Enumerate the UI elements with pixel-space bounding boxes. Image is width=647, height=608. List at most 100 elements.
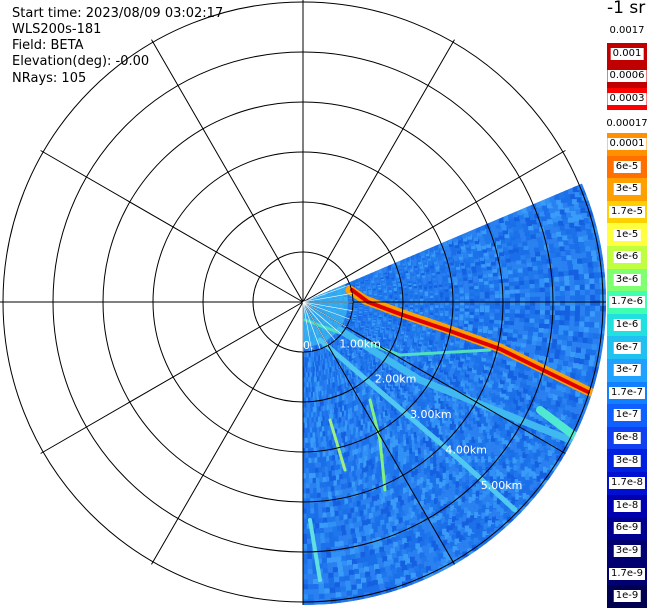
noise-cell — [496, 469, 503, 476]
noise-cell — [553, 323, 560, 330]
noise-cell — [406, 443, 411, 450]
noise-cell — [323, 456, 328, 463]
noise-cell — [463, 514, 470, 521]
noise-cell — [521, 391, 527, 398]
noise-cell — [529, 316, 535, 323]
noise-cell — [469, 373, 474, 380]
noise-cell — [458, 436, 464, 443]
noise-cell — [438, 513, 445, 520]
noise-cell — [464, 436, 471, 443]
noise-cell — [453, 509, 460, 516]
noise-cell — [421, 458, 426, 465]
noise-cell — [419, 529, 426, 536]
noise-cell — [365, 386, 369, 393]
noise-cell — [330, 465, 336, 472]
noise-cell — [480, 519, 487, 526]
noise-cell — [453, 427, 459, 434]
noise-cell — [382, 464, 388, 471]
noise-cell — [348, 445, 352, 452]
noise-cell — [391, 553, 399, 560]
noise-cell — [320, 532, 326, 539]
noise-cell — [369, 431, 374, 438]
noise-cell — [303, 543, 309, 550]
noise-cell — [423, 561, 431, 568]
noise-cell — [335, 490, 340, 497]
noise-cell — [521, 337, 528, 344]
noise-cell — [385, 565, 392, 572]
noise-cell — [388, 559, 395, 566]
noise-cell — [429, 547, 436, 554]
noise-cell — [484, 292, 490, 299]
noise-cell — [371, 575, 378, 582]
noise-cell — [330, 480, 335, 487]
noise-cell — [479, 487, 486, 494]
noise-cell — [312, 573, 320, 580]
noise-cell — [373, 411, 378, 418]
noise-cell — [366, 576, 373, 583]
noise-cell — [418, 507, 425, 514]
noise-cell — [420, 445, 426, 452]
noise-cell — [499, 378, 505, 385]
noise-cell — [337, 464, 342, 471]
noise-cell — [342, 399, 346, 406]
noise-cell — [434, 515, 441, 522]
noise-cell — [361, 556, 368, 563]
noise-cell — [483, 320, 489, 327]
noise-cell — [461, 496, 468, 503]
noise-cell — [349, 574, 356, 581]
noise-cell — [549, 457, 556, 464]
noise-cell — [569, 314, 576, 321]
noise-cell — [357, 490, 363, 497]
noise-cell — [357, 431, 362, 438]
noise-cell — [358, 458, 363, 465]
noise-cell — [463, 317, 469, 324]
noise-cell — [400, 403, 405, 410]
noise-cell — [402, 414, 407, 421]
noise-cell — [566, 399, 574, 406]
noise-cell — [569, 289, 577, 296]
noise-cell — [336, 433, 340, 440]
noise-cell — [375, 404, 379, 411]
noise-cell — [479, 417, 485, 424]
noise-cell — [474, 433, 480, 440]
noise-cell — [397, 449, 403, 456]
noise-cell — [430, 563, 438, 570]
noise-cell — [461, 388, 467, 395]
noise-cell — [540, 304, 546, 311]
noise-cell — [406, 450, 411, 457]
noise-cell — [334, 380, 338, 387]
noise-cell — [471, 508, 478, 515]
noise-cell — [482, 327, 488, 334]
noise-cell — [548, 392, 555, 399]
noise-cell — [399, 410, 404, 417]
noise-cell — [433, 419, 439, 426]
noise-cell — [530, 295, 536, 302]
noise-cell — [492, 370, 497, 377]
noise-cell — [569, 319, 576, 326]
noise-cell — [406, 456, 411, 463]
noise-cell — [321, 497, 326, 504]
noise-cell — [389, 442, 395, 449]
noise-cell — [590, 349, 598, 356]
noise-cell — [474, 292, 480, 299]
noise-cell — [409, 483, 415, 490]
noise-cell — [374, 392, 379, 399]
noise-cell — [518, 497, 526, 504]
noise-cell — [412, 412, 417, 419]
noise-cell — [438, 554, 445, 561]
noise-cell — [424, 492, 431, 499]
noise-cell — [408, 552, 415, 559]
noise-cell — [403, 458, 408, 465]
noise-cell — [373, 446, 378, 453]
noise-cell — [374, 548, 381, 555]
noise-cell — [328, 496, 334, 503]
noise-cell — [364, 545, 370, 552]
noise-cell — [363, 387, 367, 394]
noise-cell — [304, 392, 308, 399]
noise-cell — [341, 416, 345, 423]
noise-cell — [351, 496, 357, 503]
noise-cell — [344, 398, 348, 405]
noise-cell — [507, 494, 515, 501]
noise-cell — [495, 389, 501, 396]
noise-cell — [416, 435, 422, 442]
